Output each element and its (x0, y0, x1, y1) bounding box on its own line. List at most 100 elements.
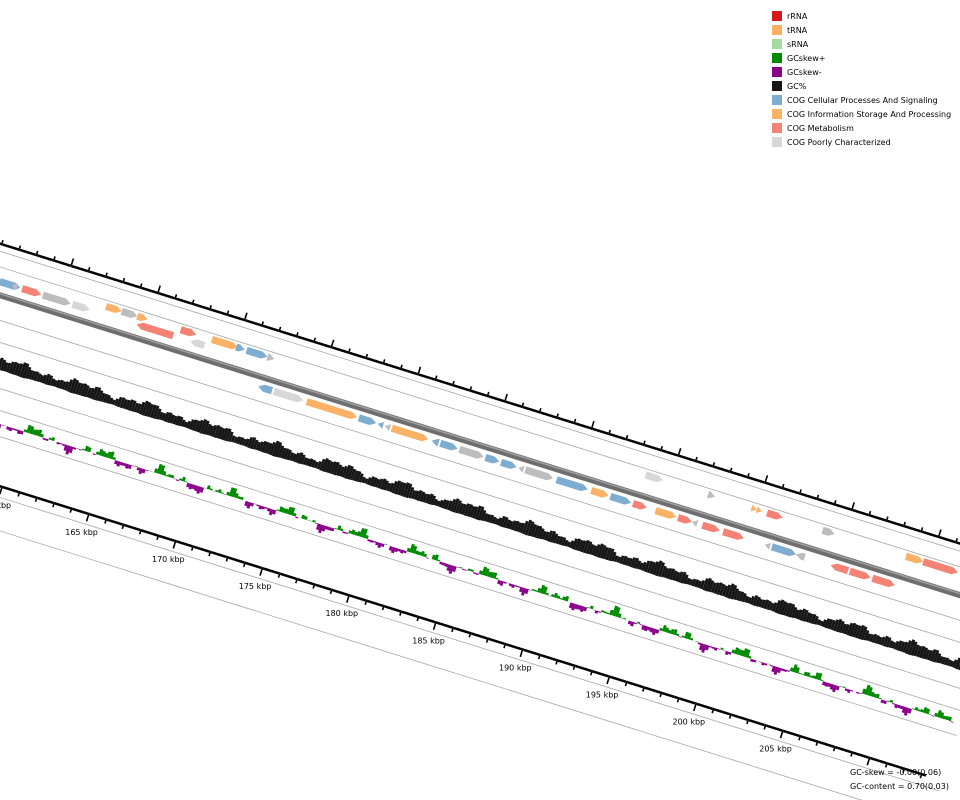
gc-bar (466, 504, 473, 517)
gc-skew-bar (16, 429, 21, 435)
tick-mark (894, 764, 897, 768)
gc-bar (438, 499, 444, 508)
tick-mark (945, 538, 949, 542)
gc-skew-bar (472, 572, 477, 575)
tick-mark (626, 438, 630, 442)
gc-skew-bar (875, 693, 880, 699)
gc-skew-bar (359, 528, 365, 538)
gc-skew-bar (548, 595, 551, 597)
tick-mark (158, 534, 162, 538)
gc-skew-bar (98, 448, 104, 456)
tick-mark (744, 475, 748, 479)
gc-skew-bar (328, 526, 332, 531)
tick-mark (444, 624, 448, 628)
gc-bar (449, 498, 457, 512)
tick-mark (248, 562, 252, 566)
gc-bar (327, 461, 334, 474)
track-line (0, 320, 960, 621)
gc-skew-bar (95, 451, 100, 455)
tick-mark (287, 574, 290, 578)
gc-bar (216, 426, 223, 439)
tick-mark (814, 739, 818, 743)
tick-mark (805, 494, 809, 498)
gc-skew-bar (659, 627, 663, 631)
gc-skew-bar (820, 679, 824, 682)
gc-bar (125, 399, 131, 410)
gc-bar (391, 480, 398, 494)
tick-mark (325, 586, 328, 590)
tick-mark (285, 574, 288, 578)
gc-skew-bar (508, 583, 513, 587)
gc-skew-bar (928, 713, 932, 716)
tick-mark (557, 416, 560, 420)
tick-mark (796, 491, 800, 495)
gc-skew-bar (894, 703, 898, 709)
tick-mark (265, 325, 269, 329)
tick-mark (31, 495, 35, 499)
genome-backbone (0, 292, 960, 599)
gc-bar (394, 480, 402, 495)
gc-skew-bar (34, 429, 40, 436)
gc-bar (785, 602, 793, 617)
tick-mark (647, 687, 651, 691)
tick-mark (954, 538, 959, 544)
gene-arrow (796, 552, 806, 561)
tick-mark (756, 479, 760, 483)
gc-bar (111, 399, 116, 405)
gc-skew-bar (377, 542, 382, 549)
gc-skew-bar (711, 646, 715, 649)
gc-skew-bar (434, 554, 439, 561)
gc-bar (560, 537, 567, 546)
gc-bar (55, 379, 61, 388)
gc-bar (0, 359, 7, 371)
gc-bar (322, 458, 329, 472)
gc-bar (791, 606, 798, 619)
tick-mark (500, 641, 504, 645)
gc-skew-bar (612, 605, 618, 617)
gc-skew-bar (521, 587, 526, 596)
gc-skew-bar (475, 572, 479, 576)
gc-bar (30, 370, 37, 381)
tick-mark (26, 493, 30, 497)
tick-mark (111, 277, 115, 281)
tick-mark (297, 335, 300, 339)
tick-mark (477, 634, 481, 638)
tick-mark (364, 353, 369, 360)
gc-bar (602, 547, 609, 560)
gc-bar (688, 579, 694, 586)
tick-mark (533, 409, 536, 413)
tick-mark (26, 250, 30, 254)
tick-mark (763, 723, 767, 730)
gene-arrow (500, 458, 517, 469)
gc-skew-bar (318, 524, 324, 534)
tick-mark (675, 453, 678, 457)
gene-arrow (750, 504, 757, 512)
gc-bar (574, 538, 581, 551)
tick-mark (259, 566, 262, 570)
gc-skew-bar (134, 465, 138, 468)
gc-skew-bar (717, 648, 721, 650)
tick-mark (153, 290, 156, 294)
gc-skew-bar (856, 691, 860, 694)
tick-mark (942, 537, 946, 541)
tick-mark (871, 514, 875, 518)
tick-mark (951, 539, 954, 543)
gc-bar (347, 465, 354, 480)
tick-mark (22, 249, 26, 253)
tick-mark (850, 751, 854, 757)
gc-skew-bar (446, 564, 452, 572)
gc-skew-bar (106, 451, 112, 459)
gc-skew-bar (415, 550, 419, 555)
gc-bar (299, 454, 306, 465)
tick-mark (696, 460, 699, 464)
tick-mark (107, 276, 111, 280)
tick-mark (508, 401, 512, 405)
tick-mark (523, 648, 526, 652)
tick-mark (788, 731, 792, 735)
tick-mark (521, 402, 525, 409)
tick-mark (45, 499, 49, 503)
tick-mark (713, 465, 717, 469)
gc-bar (499, 515, 506, 528)
tick-mark (815, 740, 819, 746)
gc-skew-bar (771, 665, 776, 673)
